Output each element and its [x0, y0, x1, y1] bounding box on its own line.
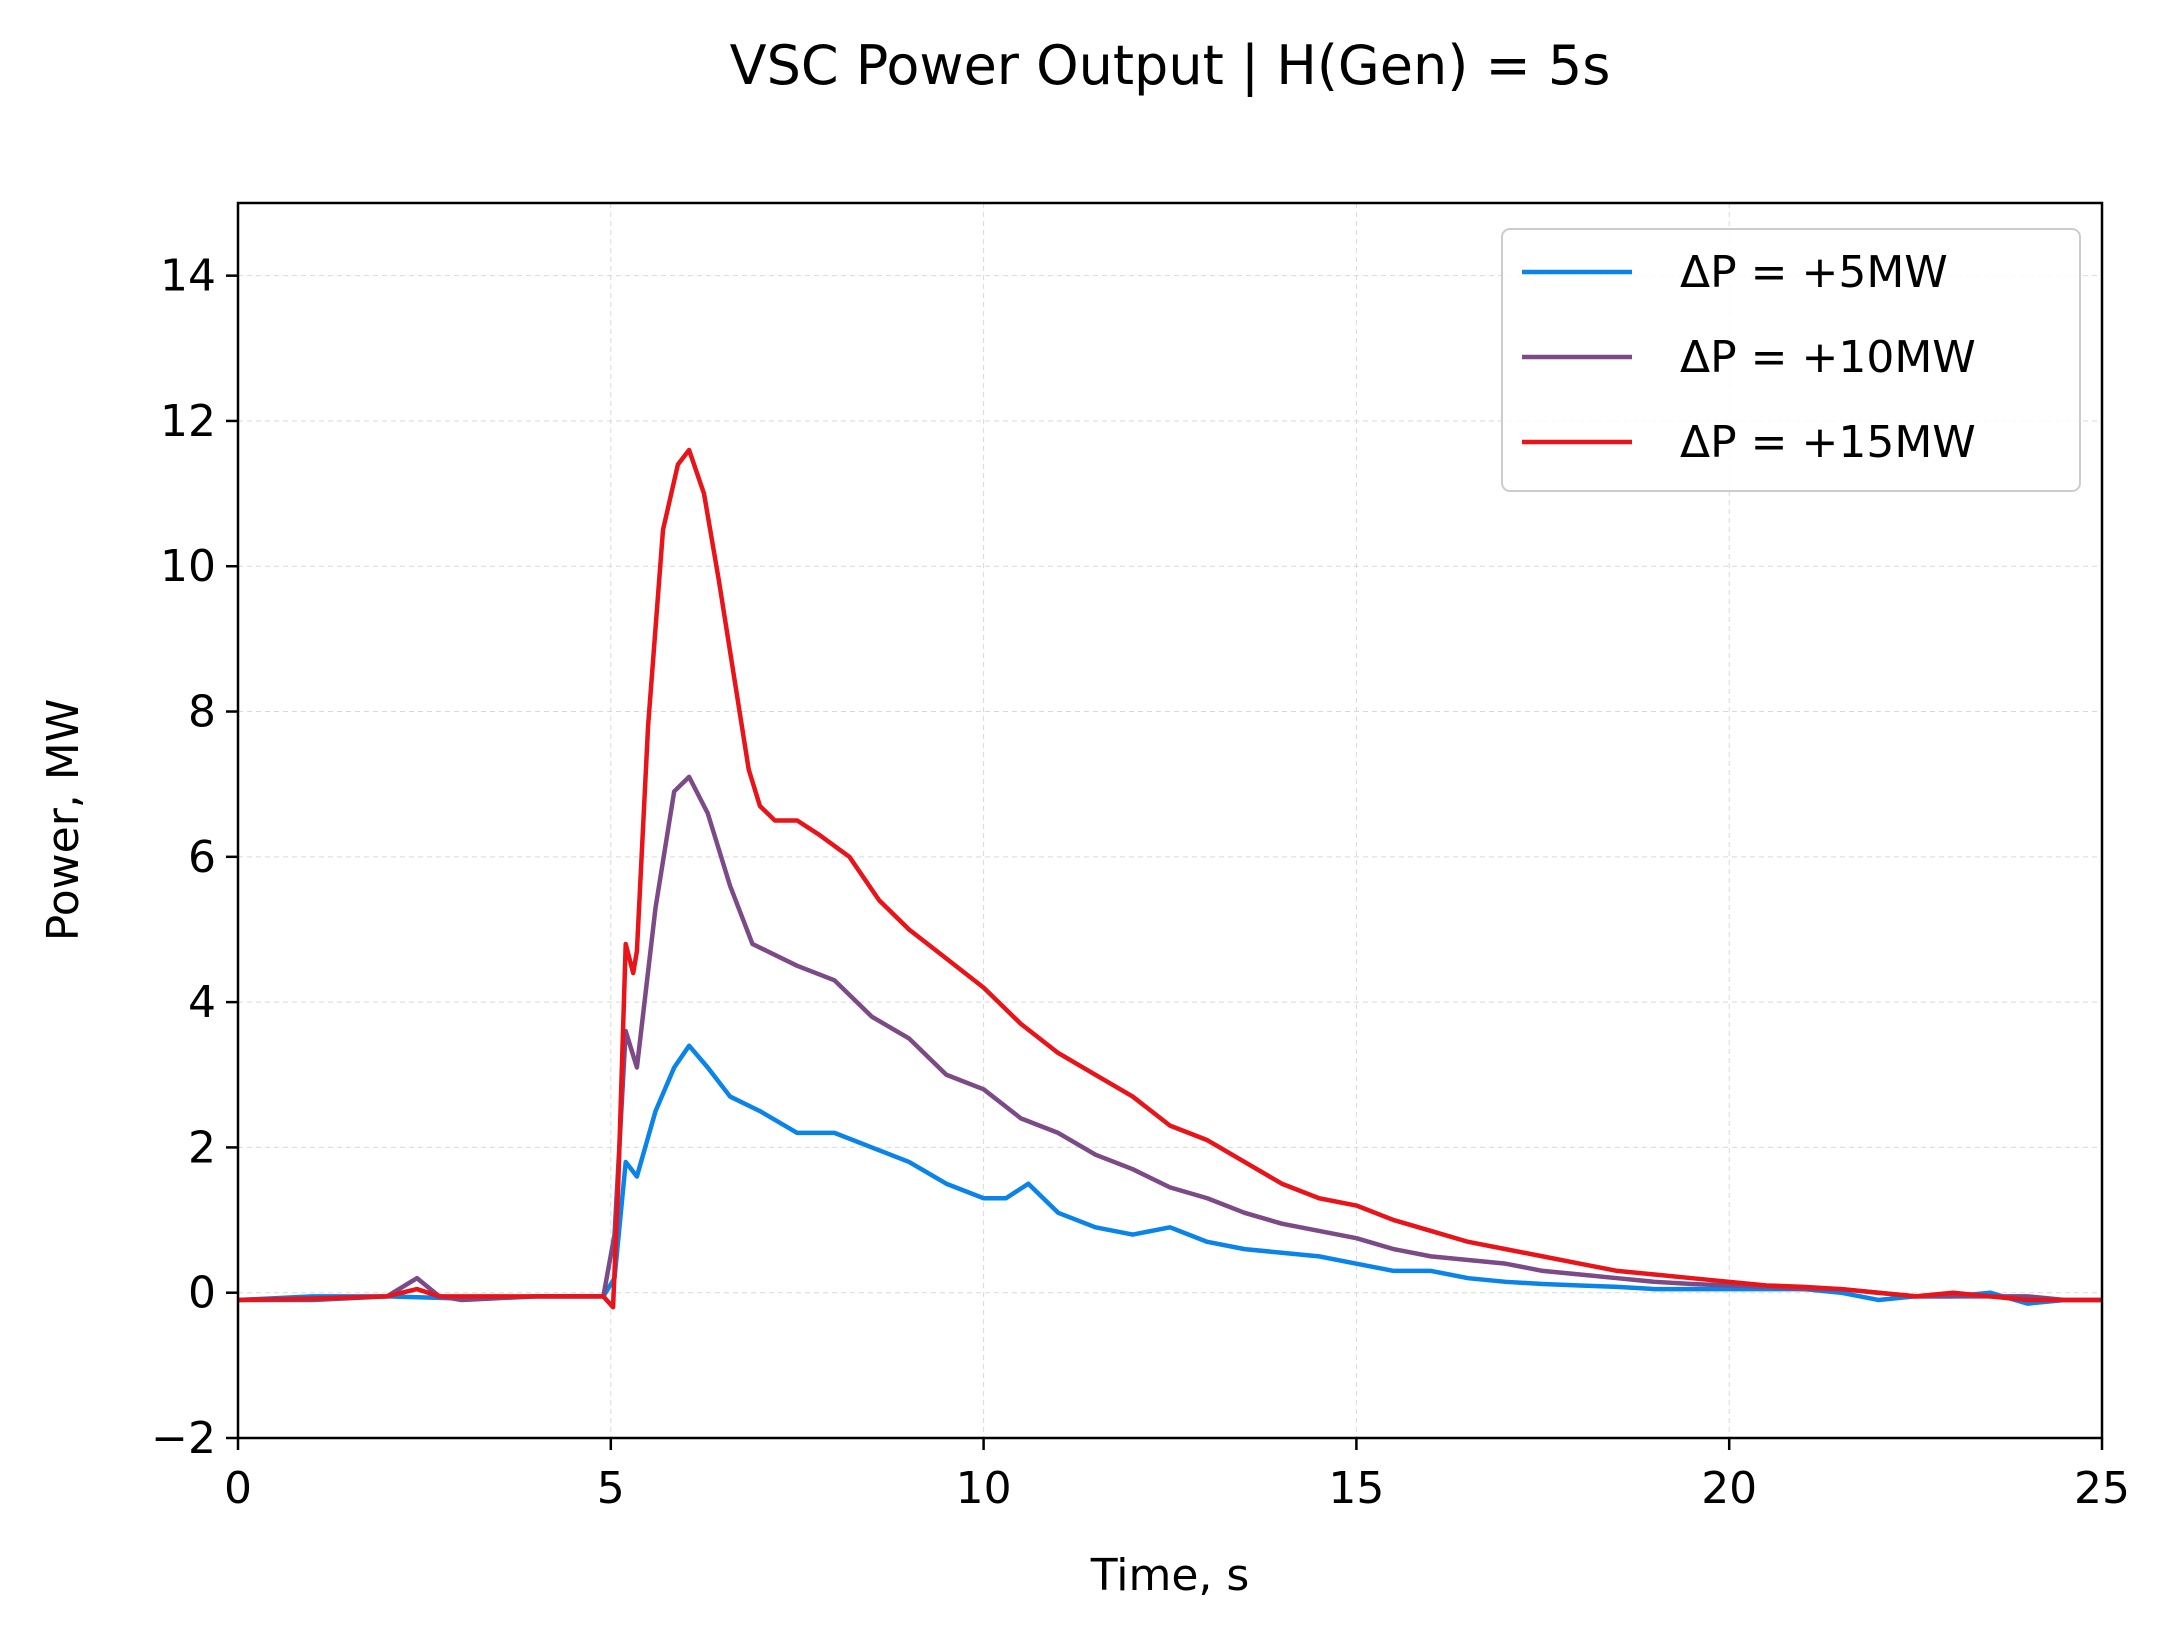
y-tick-label: 14	[160, 251, 216, 302]
x-tick-label: 15	[1328, 1463, 1384, 1514]
y-axis-label: Power, MW	[38, 699, 89, 941]
grid-lines	[238, 203, 2102, 1438]
y-tick-label: 4	[188, 977, 216, 1028]
legend-box	[1501, 228, 2081, 492]
legend-label-15mw: ΔP = +15MW	[1680, 417, 1976, 468]
plot-area-frame	[236, 201, 2104, 1440]
series-line-5mw	[238, 1043, 2102, 1306]
x-axis-label: Time, s	[1090, 1550, 1250, 1601]
y-tick-label: −2	[151, 1413, 216, 1464]
x-tick-label: 20	[1701, 1463, 1757, 1514]
y-tick-label: 6	[188, 832, 216, 883]
y-tick-label: 10	[160, 541, 216, 592]
series-line-15mw	[238, 447, 2102, 1310]
y-tick-label: 12	[160, 396, 216, 447]
legend: ΔP = +5MW ΔP = +10MW ΔP = +15MW	[1501, 228, 2081, 492]
series-line-10mw	[238, 774, 2102, 1303]
x-tick-label: 5	[597, 1463, 625, 1514]
legend-label-10mw: ΔP = +10MW	[1680, 332, 1976, 383]
y-tick-label: 2	[188, 1122, 216, 1173]
x-tick-label: 0	[224, 1463, 252, 1514]
chart-title: VSC Power Output | H(Gen) = 5s	[730, 34, 1611, 97]
x-tick-label: 10	[956, 1463, 1012, 1514]
y-tick-label: 0	[188, 1268, 216, 1319]
y-tick-label: 8	[188, 687, 216, 738]
x-tick-label: 25	[2074, 1463, 2130, 1514]
series-lines	[238, 447, 2102, 1310]
legend-label-5mw: ΔP = +5MW	[1680, 247, 1948, 298]
